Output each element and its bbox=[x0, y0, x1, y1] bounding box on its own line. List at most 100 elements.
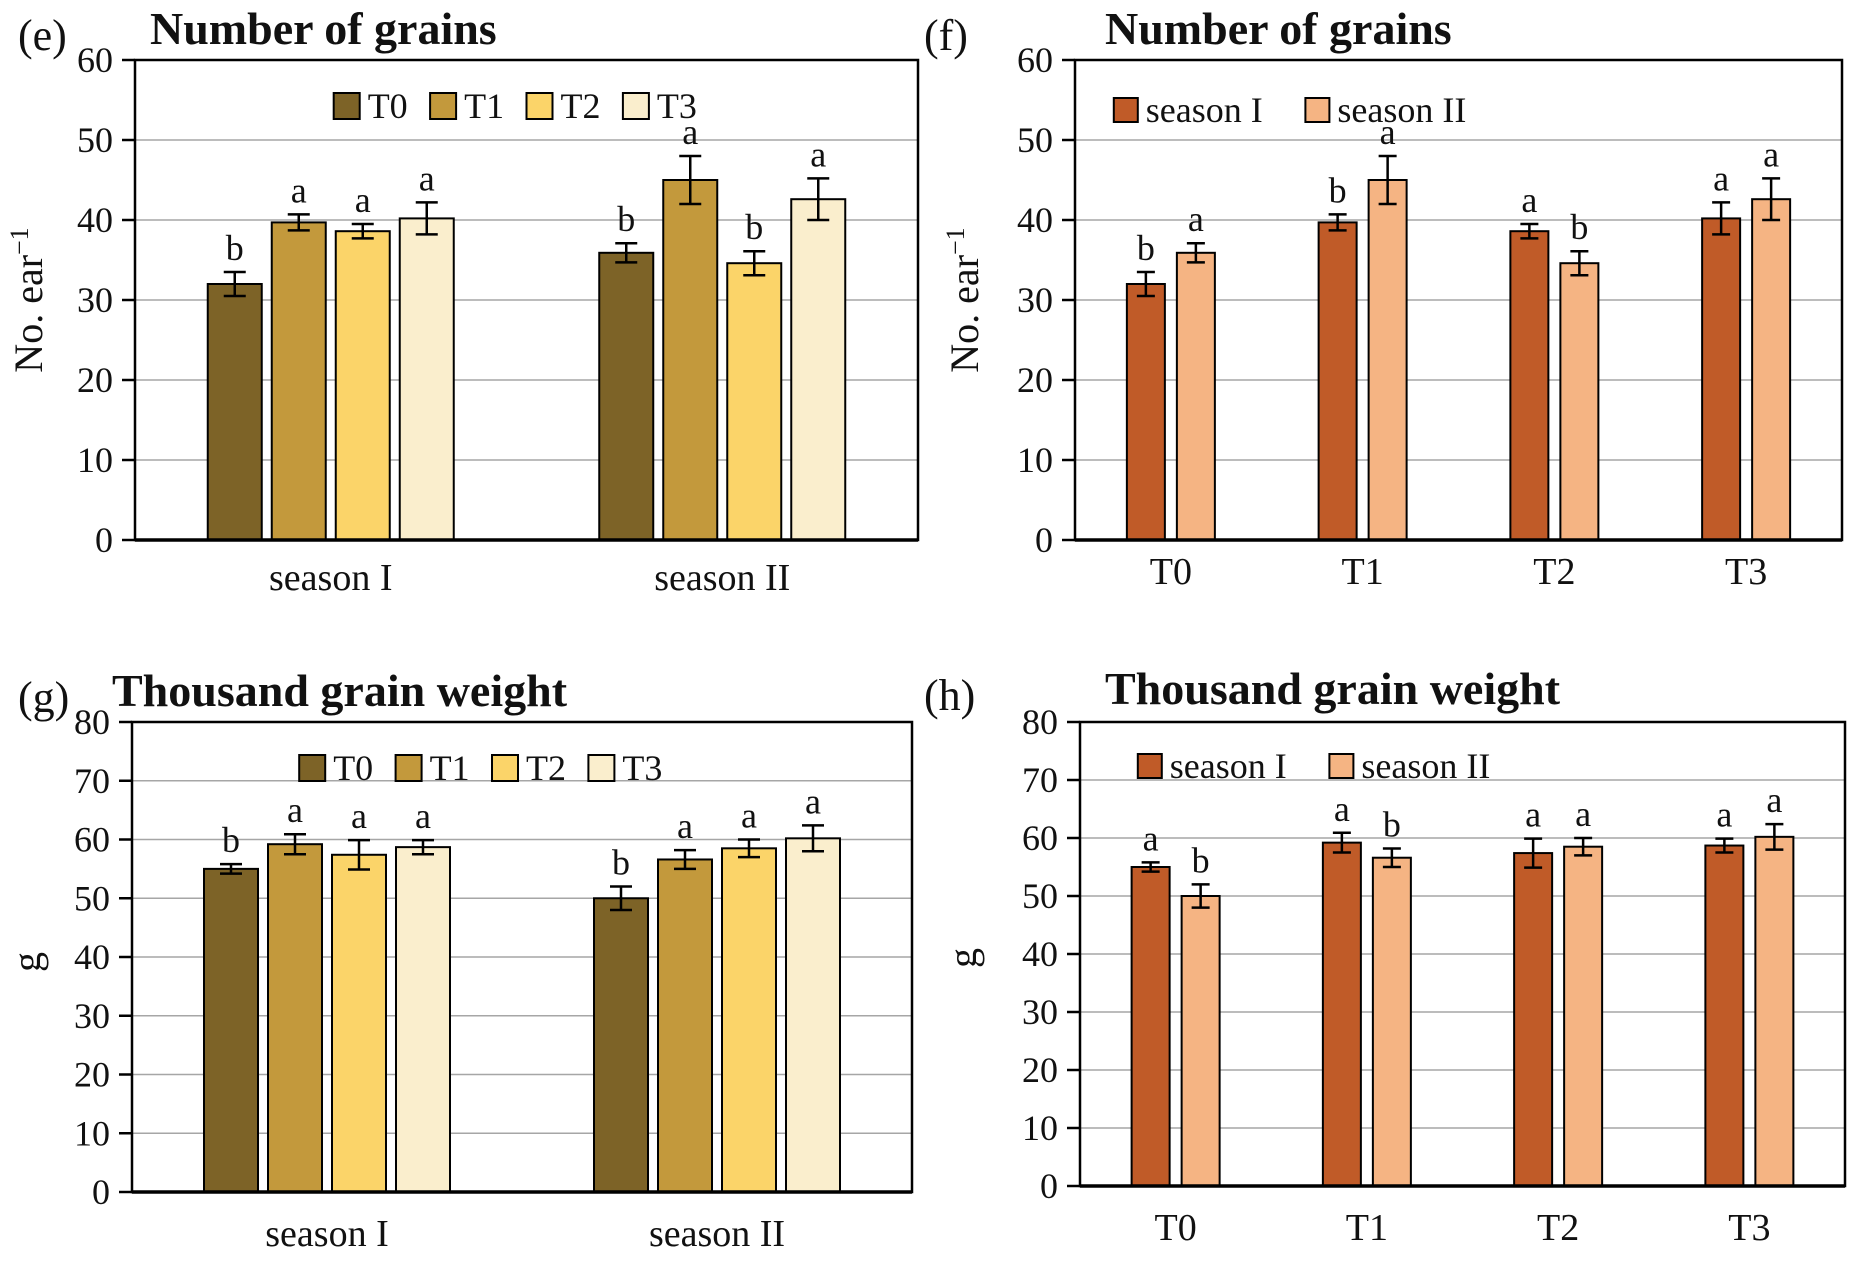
y-tick-label: 20 bbox=[1022, 1050, 1058, 1090]
error-bar bbox=[1524, 837, 1543, 869]
significance-letter: a bbox=[1525, 795, 1541, 835]
significance-letter: a bbox=[287, 790, 303, 830]
significance-letter: b bbox=[1192, 840, 1210, 880]
bar-T3-seasonII bbox=[785, 837, 841, 1193]
x-category-label: T0 bbox=[1155, 1207, 1197, 1249]
y-tick-label: 60 bbox=[77, 40, 113, 80]
significance-letter: b bbox=[745, 207, 763, 247]
legend-swatch-seasonII bbox=[1328, 753, 1355, 779]
legend-label: T0 bbox=[333, 748, 373, 788]
significance-letter: a bbox=[805, 781, 821, 821]
error-bar bbox=[610, 885, 632, 912]
error-bar bbox=[1712, 201, 1731, 236]
panel-letter: (g) bbox=[18, 673, 69, 722]
error-bar bbox=[743, 249, 766, 277]
bar-T0-seasonII bbox=[593, 897, 649, 1193]
bar-seasonI-T2 bbox=[1509, 230, 1550, 541]
y-tick-label: 20 bbox=[77, 360, 113, 400]
bar-T3-seasonI bbox=[395, 846, 451, 1193]
significance-letter: a bbox=[355, 180, 371, 220]
y-tick-label: 70 bbox=[74, 761, 110, 801]
y-axis-label: g bbox=[4, 952, 49, 972]
x-category-label: T0 bbox=[1150, 551, 1192, 593]
legend: T0 T1 T2 T3 bbox=[298, 748, 662, 788]
significance-letter: a bbox=[351, 796, 367, 836]
x-category-label: T1 bbox=[1346, 1207, 1388, 1249]
error-bar bbox=[1136, 270, 1155, 298]
error-bar bbox=[1186, 241, 1205, 264]
error-bar bbox=[287, 213, 310, 232]
y-axis-label: No. ear−1 bbox=[5, 227, 51, 372]
y-tick-label: 70 bbox=[1022, 760, 1058, 800]
y-tick-label: 40 bbox=[1022, 934, 1058, 974]
bar-T1-seasonI bbox=[267, 843, 323, 1193]
bar-seasonII-T1 bbox=[1371, 856, 1412, 1187]
panel-title: Number of grains bbox=[150, 3, 497, 54]
bar-seasonI-T0 bbox=[1130, 866, 1171, 1187]
legend-swatch-T3 bbox=[621, 92, 650, 120]
significance-letter: a bbox=[741, 796, 757, 836]
panel-g: 0 10 20 30 40 50 60 70 80 season I b a a a season II b a… bbox=[4, 665, 914, 1255]
y-tick-label: 60 bbox=[1022, 818, 1058, 858]
significance-letter: a bbox=[291, 170, 307, 210]
legend-label: T1 bbox=[430, 748, 470, 788]
y-tick-label: 50 bbox=[77, 120, 113, 160]
y-axis-label: No. ear−1 bbox=[941, 227, 987, 372]
panel-letter: (e) bbox=[18, 11, 67, 60]
error-bar bbox=[679, 154, 702, 206]
bar-T1-seasonI bbox=[270, 221, 327, 541]
significance-letter: a bbox=[1713, 158, 1729, 198]
y-tick-label: 10 bbox=[1017, 440, 1053, 480]
legend-label: T3 bbox=[657, 86, 697, 126]
significance-letter: a bbox=[1380, 112, 1396, 152]
error-bar bbox=[1382, 847, 1401, 869]
y-tick-label: 60 bbox=[1017, 40, 1053, 80]
error-bar bbox=[1191, 883, 1210, 909]
error-bar bbox=[1765, 822, 1784, 851]
error-bar bbox=[412, 838, 434, 856]
bar-seasonII-T3 bbox=[1754, 835, 1795, 1188]
legend: season I season II bbox=[1136, 746, 1490, 786]
significance-letter: a bbox=[1334, 789, 1350, 829]
y-tick-label: 20 bbox=[1017, 360, 1053, 400]
x-category-label: season I bbox=[265, 1213, 388, 1255]
significance-letter: a bbox=[682, 112, 698, 152]
legend-label: T3 bbox=[622, 748, 662, 788]
bar-seasonI-T3 bbox=[1704, 844, 1745, 1187]
y-axis-label: g bbox=[940, 948, 985, 968]
legend-swatch-T1 bbox=[394, 754, 423, 782]
significance-letter: b bbox=[1570, 207, 1588, 247]
bar-T2-seasonI bbox=[331, 853, 387, 1194]
significance-letter: a bbox=[1188, 199, 1204, 239]
error-bar bbox=[807, 177, 830, 222]
x-category-label: T2 bbox=[1533, 551, 1575, 593]
significance-letter: b bbox=[612, 843, 630, 883]
y-tick-label: 40 bbox=[1017, 200, 1053, 240]
significance-letter: a bbox=[1763, 134, 1779, 174]
y-tick-label: 0 bbox=[95, 520, 113, 560]
legend-label: season II bbox=[1337, 90, 1466, 130]
error-bar bbox=[1328, 213, 1347, 232]
bar-T1-seasonII bbox=[662, 179, 719, 541]
error-bar bbox=[1762, 177, 1781, 222]
legend-swatch-seasonII bbox=[1304, 97, 1331, 123]
error-bar bbox=[348, 838, 370, 871]
legend-label: season II bbox=[1361, 746, 1490, 786]
significance-letter: a bbox=[1766, 780, 1782, 820]
x-category-label: season II bbox=[649, 1213, 785, 1255]
error-bar bbox=[1570, 249, 1589, 277]
bar-seasonI-T1 bbox=[1321, 841, 1362, 1187]
legend-swatch-T2 bbox=[491, 754, 519, 782]
y-tick-label: 40 bbox=[74, 937, 110, 977]
error-bar bbox=[674, 848, 696, 871]
y-tick-label: 50 bbox=[74, 878, 110, 918]
significance-letter: a bbox=[677, 806, 693, 846]
significance-letter: a bbox=[419, 158, 435, 198]
significance-letter: b bbox=[1137, 228, 1155, 268]
legend-label: T2 bbox=[526, 748, 566, 788]
y-tick-label: 80 bbox=[74, 702, 110, 742]
significance-letter: a bbox=[1716, 795, 1732, 835]
